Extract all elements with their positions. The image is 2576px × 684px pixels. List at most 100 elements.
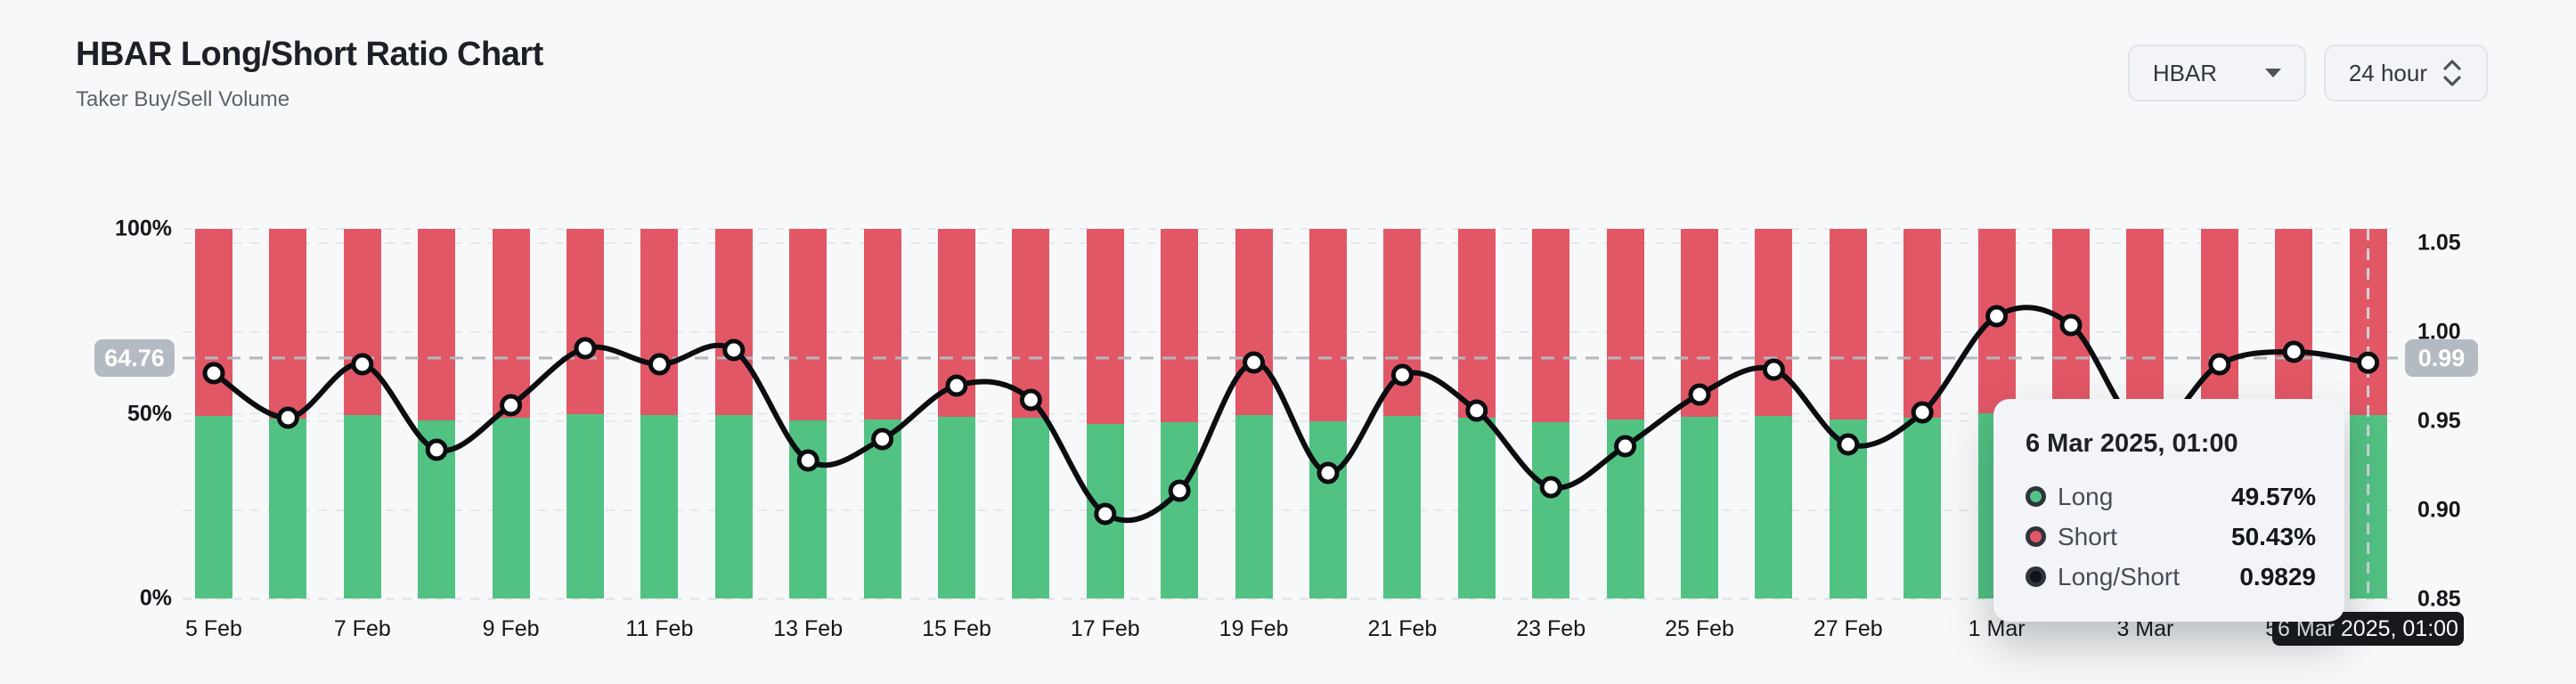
- left-axis-tick: 0%: [139, 585, 172, 611]
- x-axis-tick: 27 Feb: [1813, 616, 1883, 641]
- ratio-point-marker: [648, 353, 671, 376]
- short-bar-segment: [418, 229, 456, 420]
- short-bar-segment: [863, 229, 901, 419]
- ratio-point-marker: [1911, 401, 1934, 424]
- long-bar-segment: [1012, 417, 1050, 598]
- tooltip-row-value: 49.57%: [2231, 482, 2316, 510]
- ratio-point-marker: [500, 394, 523, 417]
- x-axis-tick: 19 Feb: [1219, 616, 1289, 641]
- bar-10-feb[interactable]: [567, 229, 604, 598]
- long-bar-segment: [1235, 415, 1273, 598]
- x-axis-tick: 17 Feb: [1070, 616, 1140, 641]
- bar-25-feb[interactable]: [1681, 229, 1718, 598]
- crosshair-left-badge: 64.76: [94, 339, 175, 377]
- right-axis-tick: 0.85: [2417, 586, 2461, 612]
- chevron-up-down-icon: [2443, 60, 2461, 86]
- bar-18-feb[interactable]: [1161, 229, 1199, 598]
- ratio-point-marker: [1837, 433, 1860, 456]
- short-marker-icon: [2026, 526, 2046, 547]
- short-bar-segment: [343, 229, 381, 416]
- bar-11-feb[interactable]: [640, 229, 679, 598]
- page-subtitle: Taker Buy/Sell Volume: [76, 87, 290, 111]
- symbol-select[interactable]: HBAR: [2127, 45, 2306, 102]
- short-bar-segment: [2200, 229, 2238, 416]
- x-axis-tick: 7 Feb: [333, 616, 391, 641]
- short-bar-segment: [567, 229, 604, 415]
- short-bar-segment: [1903, 229, 1942, 419]
- short-bar-segment: [1532, 229, 1570, 422]
- right-axis-tick: 1.05: [2417, 230, 2461, 256]
- chevron-down-icon: [2264, 69, 2281, 77]
- chart-tooltip: 6 Mar 2025, 01:00 Long 49.57% Short 50.4…: [1993, 399, 2344, 622]
- long-bar-segment: [343, 415, 381, 598]
- short-bar-segment: [1309, 229, 1347, 422]
- x-axis-tick: 9 Feb: [482, 616, 540, 641]
- short-bar-segment: [640, 229, 679, 416]
- long-bar-segment: [269, 418, 307, 598]
- right-axis-tick: 1.00: [2417, 319, 2461, 345]
- symbol-select-value: HBAR: [2152, 59, 2218, 86]
- bar-7-feb[interactable]: [343, 229, 381, 598]
- bar-21-feb[interactable]: [1383, 229, 1422, 598]
- x-axis-tick: 23 Feb: [1516, 616, 1586, 641]
- interval-select[interactable]: 24 hour: [2323, 45, 2488, 102]
- bar-16-feb[interactable]: [1012, 229, 1050, 598]
- ratio-point-marker: [1762, 358, 1785, 381]
- bar-28-feb[interactable]: [1903, 229, 1942, 598]
- short-bar-segment: [1161, 229, 1199, 423]
- long-bar-segment: [492, 417, 530, 598]
- tooltip-row-label: Short: [2058, 522, 2117, 550]
- left-axis-tick: 100%: [115, 216, 172, 241]
- ratio-point-marker: [202, 362, 225, 385]
- bar-26-feb[interactable]: [1755, 229, 1793, 598]
- ratio-point-marker: [425, 438, 448, 461]
- tooltip-row-ratio: Long/Short 0.9829: [1993, 557, 2344, 597]
- short-bar-segment: [2126, 229, 2164, 419]
- bar-5-feb[interactable]: [195, 229, 232, 598]
- ratio-point-marker: [1539, 476, 1562, 499]
- x-axis-tick: 11 Feb: [625, 616, 694, 641]
- long-bar-segment: [938, 416, 975, 598]
- bar-15-feb[interactable]: [938, 229, 975, 598]
- ratio-point-marker: [1465, 399, 1488, 422]
- ratio-point-marker: [1019, 388, 1042, 411]
- short-bar-segment: [789, 229, 827, 421]
- bar-9-feb[interactable]: [492, 229, 530, 598]
- bar-17-feb[interactable]: [1086, 229, 1124, 598]
- ratio-point-marker: [1390, 363, 1414, 387]
- tooltip-row-label: Long/Short: [2058, 562, 2180, 590]
- short-bar-segment: [1755, 229, 1793, 416]
- x-axis-tick: 15 Feb: [922, 616, 991, 641]
- short-bar-segment: [1606, 229, 1644, 420]
- x-axis-tick: 21 Feb: [1367, 616, 1438, 641]
- bar-20-feb[interactable]: [1309, 229, 1347, 598]
- bar-23-feb[interactable]: [1532, 229, 1570, 598]
- ratio-point-marker: [796, 449, 819, 472]
- chart-controls: HBAR 24 hour: [2127, 45, 2488, 102]
- right-axis-tick: 0.95: [2417, 408, 2461, 434]
- x-axis-tick: 25 Feb: [1665, 616, 1734, 641]
- long-bar-segment: [567, 414, 604, 598]
- bar-6-feb[interactable]: [269, 229, 307, 598]
- short-bar-segment: [1012, 229, 1050, 418]
- short-bar-segment: [1086, 229, 1124, 424]
- bar-12-feb[interactable]: [714, 229, 753, 598]
- bar-13-feb[interactable]: [789, 229, 827, 598]
- tooltip-row-short: Short 50.43%: [1993, 517, 2344, 557]
- ratio-point-marker: [1317, 461, 1340, 484]
- ratio-point-marker: [2059, 314, 2083, 337]
- ratio-point-marker: [945, 374, 968, 397]
- tooltip-row-value: 0.9829: [2239, 562, 2316, 590]
- bar-19-feb[interactable]: [1235, 229, 1273, 598]
- short-bar-segment: [2275, 229, 2313, 415]
- short-bar-segment: [1457, 229, 1496, 419]
- short-bar-segment: [714, 229, 753, 415]
- bar-22-feb[interactable]: [1457, 229, 1496, 598]
- bar-24-feb[interactable]: [1606, 229, 1644, 598]
- ratio-point-marker: [2357, 351, 2380, 374]
- ratio-point-marker: [1168, 479, 1191, 502]
